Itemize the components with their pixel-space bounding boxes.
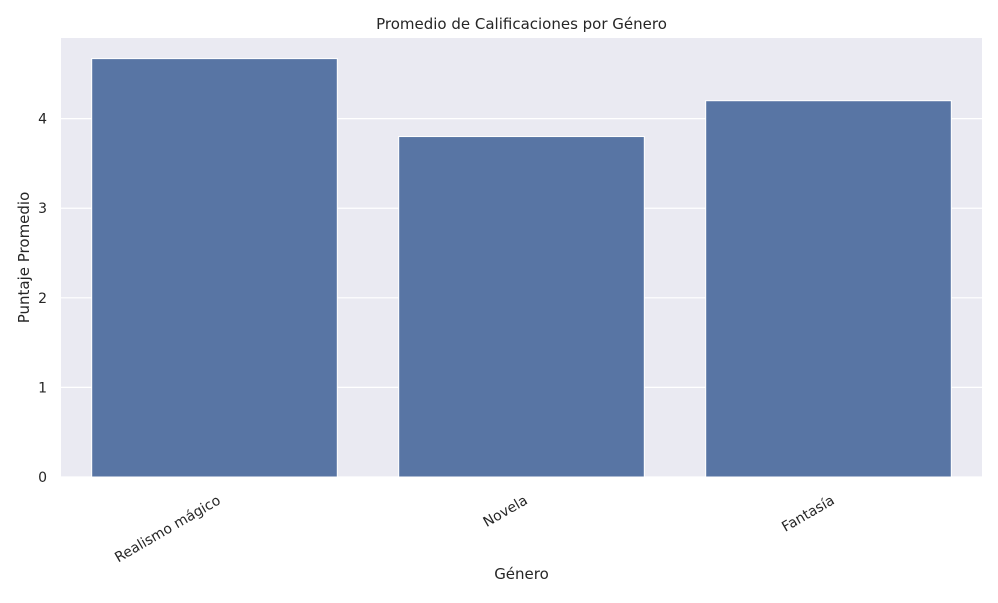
bar <box>705 100 952 478</box>
bars <box>91 58 952 478</box>
x-tick-label: Realismo mágico <box>112 493 223 566</box>
y-tick-label: 1 <box>38 380 47 396</box>
y-tick-label: 0 <box>38 470 47 486</box>
bar <box>398 136 645 478</box>
y-tick-label: 2 <box>38 291 47 307</box>
x-tick-label: Fantasía <box>779 493 837 536</box>
chart-title: Promedio de Calificaciones por Género <box>376 15 667 33</box>
x-tick-label: Novela <box>481 493 531 531</box>
y-tick-labels: 0 1 2 3 4 <box>38 112 47 486</box>
y-axis-label: Puntaje Promedio <box>15 192 33 324</box>
bar <box>91 58 338 478</box>
x-axis-label: Género <box>494 565 549 583</box>
y-tick-label: 3 <box>38 201 47 217</box>
x-tick-labels: Realismo mágico Novela Fantasía <box>112 493 837 566</box>
y-tick-label: 4 <box>38 112 47 128</box>
